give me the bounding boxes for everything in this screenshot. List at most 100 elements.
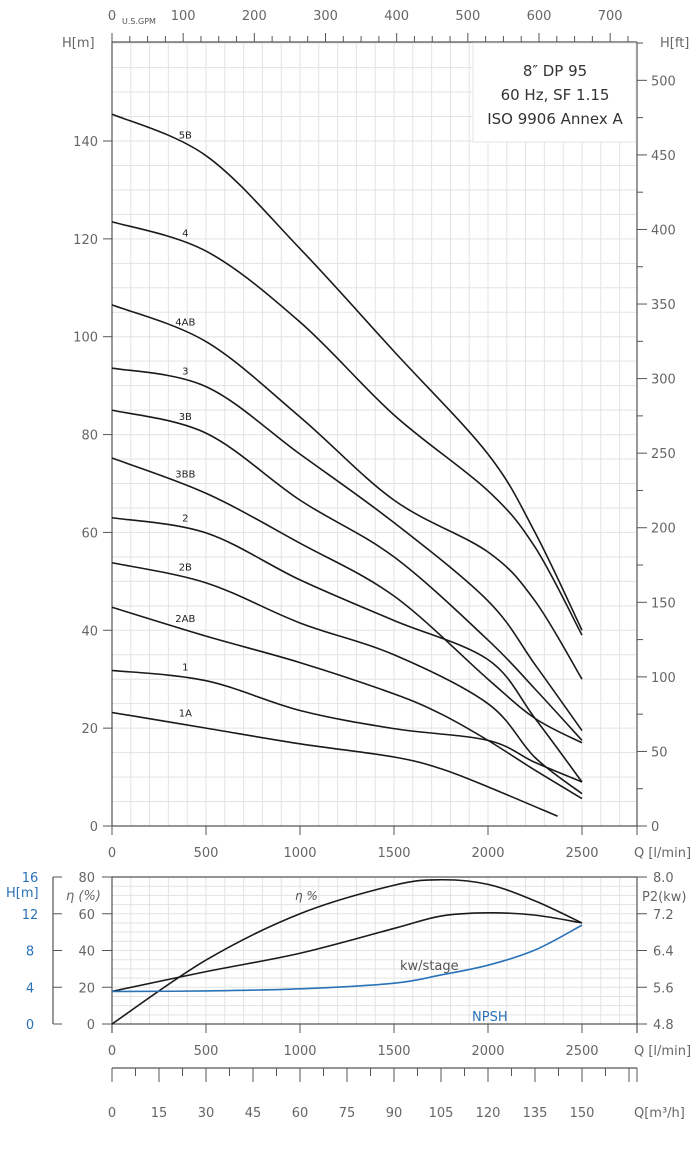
head-curve-1a [111, 711, 558, 817]
right-tick-label: 400 [651, 223, 676, 238]
m3h-tick-label: 0 [108, 1106, 116, 1121]
top-tick-label: 0 [108, 9, 116, 24]
efficiency-tick-label: 40 [78, 945, 95, 960]
y-tick-label: 0 [90, 820, 98, 835]
x-tick-label: 500 [194, 846, 219, 861]
top-tick-label: 600 [527, 9, 552, 24]
top-axis-label-gpm: U.S.GPM [122, 17, 156, 26]
efficiency-axis-label: η (%) [66, 889, 101, 904]
p2-tick-label: 8.0 [653, 871, 674, 886]
m3h-tick-label: 90 [386, 1106, 403, 1121]
curve-label-3: 3 [182, 367, 188, 378]
top-tick-label: 400 [384, 9, 409, 24]
m3h-tick-label: 135 [523, 1106, 548, 1121]
curve-label-3b: 3B [179, 412, 192, 423]
curve-label-4ab: 4AB [175, 318, 195, 329]
series-label-kw-stage: kw/stage [400, 959, 459, 974]
curve-label-3bb: 3BB [175, 470, 195, 481]
chart-title-line-1: 8″ DP 95 [523, 62, 587, 80]
right-tick-label: 200 [651, 522, 676, 537]
x-tick-label: 2500 [565, 846, 598, 861]
curves: 5B 4 4AB 3 3B 3BB 2 2B 2AB 1 1A [111, 113, 583, 1025]
y-tick-label: 100 [73, 331, 98, 346]
y-tick-label: 120 [73, 233, 98, 248]
head-curve-4ab [111, 304, 583, 680]
x-tick-label: 500 [194, 1044, 219, 1059]
curve-label-4: 4 [182, 229, 188, 240]
curve-label-2b: 2B [179, 562, 192, 573]
x-axis-label-bottom-chart: Q [l/min] [634, 1044, 691, 1059]
chart-title-line-2: 60 Hz, SF 1.15 [501, 86, 610, 104]
series-label-npsh: NPSH [472, 1010, 508, 1025]
m3h-tick-label: 150 [570, 1106, 595, 1121]
curve-label-1: 1 [182, 662, 188, 673]
efficiency-tick-label: 20 [78, 981, 95, 996]
top-tick-label: 700 [598, 9, 623, 24]
x-axis-label-top-chart: Q [l/min] [634, 846, 691, 861]
x-tick-label: 1000 [283, 846, 316, 861]
y-axis-label-hft: H[ft] [660, 36, 689, 51]
head-curve-2b [111, 561, 583, 795]
top-tick-label: 200 [242, 9, 267, 24]
top-tick-label: 100 [171, 9, 196, 24]
curve-label-2: 2 [182, 514, 188, 525]
head-curve-3b [111, 409, 583, 741]
x-tick-label: 1500 [377, 846, 410, 861]
chart-title-line-3: ISO 9906 Annex A [487, 110, 623, 128]
npsh-tick-label: 8 [26, 945, 34, 960]
npsh-axis-label: H[m] [6, 886, 39, 901]
curve-label-2ab: 2AB [175, 614, 195, 625]
m3h-tick-label: 75 [339, 1106, 356, 1121]
top-tick-label: 500 [455, 9, 480, 24]
right-tick-label: 0 [651, 820, 659, 835]
y-tick-label: 20 [81, 722, 98, 737]
head-curve-5b [111, 113, 583, 631]
right-tick-label: 100 [651, 671, 676, 686]
right-tick-label: 500 [651, 74, 676, 89]
head-chart-grid [112, 42, 637, 826]
head-curve-1 [111, 669, 583, 783]
top-tick-label: 300 [313, 9, 338, 24]
head-curve-4 [111, 220, 583, 636]
series-label-efficiency: η % [295, 889, 318, 903]
x-tick-label: 1000 [283, 1044, 316, 1059]
x-tick-label: 1500 [377, 1044, 410, 1059]
p2-tick-label: 6.4 [653, 945, 674, 960]
x-axis-label-m3h: Q[m³/h] [634, 1106, 685, 1121]
npsh-tick-label: 0 [26, 1018, 34, 1033]
head-curve-2 [111, 516, 583, 783]
right-tick-label: 150 [651, 596, 676, 611]
head-curve-3bb [111, 457, 583, 744]
right-tick-label: 250 [651, 447, 676, 462]
y-tick-label: 60 [81, 526, 98, 541]
y-tick-label: 80 [81, 429, 98, 444]
m3h-tick-label: 15 [151, 1106, 168, 1121]
y-tick-label: 40 [81, 624, 98, 639]
x-tick-label: 2000 [471, 846, 504, 861]
power-curve [111, 912, 583, 993]
right-tick-label: 350 [651, 298, 676, 313]
npsh-tick-label: 16 [22, 871, 39, 886]
m3h-tick-label: 60 [292, 1106, 309, 1121]
m3h-tick-label: 45 [245, 1106, 262, 1121]
efficiency-curve [111, 878, 583, 1025]
x-tick-label: 2000 [471, 1044, 504, 1059]
y-tick-label: 140 [73, 135, 98, 150]
head-curve-3 [111, 367, 583, 732]
p2-tick-label: 5.6 [653, 981, 674, 996]
efficiency-tick-label: 0 [87, 1018, 95, 1033]
right-tick-label: 300 [651, 373, 676, 388]
curve-label-5b: 5B [179, 131, 192, 142]
npsh-tick-label: 4 [26, 981, 34, 996]
efficiency-tick-label: 80 [78, 871, 95, 886]
efficiency-chart-grid [112, 877, 637, 1024]
p2-axis-label: P2(kw) [642, 890, 686, 905]
right-tick-label: 50 [651, 745, 668, 760]
y-axis-label-hm: H[m] [62, 36, 95, 51]
p2-tick-label: 4.8 [653, 1018, 674, 1033]
efficiency-tick-label: 60 [78, 908, 95, 923]
curve-label-1a: 1A [179, 709, 192, 720]
right-tick-label: 450 [651, 149, 676, 164]
